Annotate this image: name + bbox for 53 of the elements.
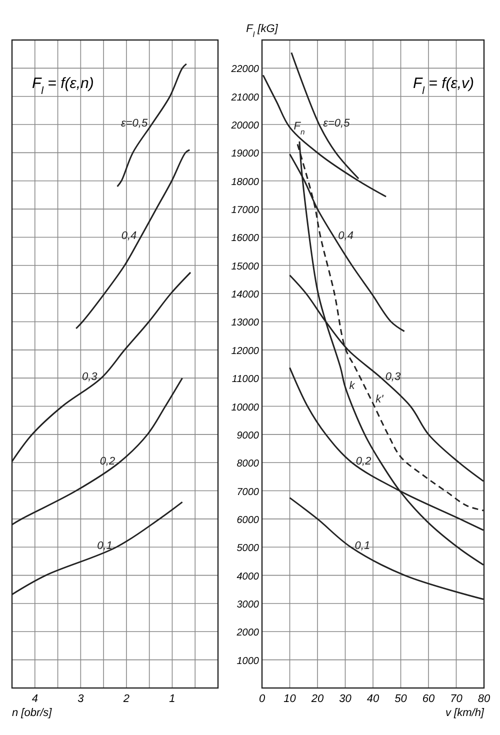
x-tick-label: 1 [169,693,176,705]
y-tick-label: 3000 [236,599,260,610]
y-tick-label: 2000 [236,628,260,639]
x-tick-label: 40 [366,693,380,705]
x-tick-label: 2 [122,693,130,705]
series-label: 0,4 [121,230,137,242]
y-tick-label: 14000 [231,290,260,301]
series-label: 0,1 [354,540,370,552]
x-tick-label: 50 [394,693,408,705]
y-tick-label: 4000 [236,571,260,582]
y-tick-label: 22000 [230,64,260,76]
series-label: 0,3 [82,371,98,384]
series-label: 0,2 [356,456,372,468]
x-tick-label: 10 [284,693,297,705]
series-label: ε=0,5 [121,118,148,130]
y-tick-label: 10000 [231,402,260,414]
x-axis-title: v [km/h] [445,707,485,719]
series-label: 0,4 [338,230,354,242]
series-label: ε=0,5 [323,118,351,130]
x-tick-label: 30 [339,693,352,705]
series-label: 0,2 [100,456,116,468]
series-label: k' [376,394,384,406]
y-tick-label: 16000 [231,233,260,244]
series-label: F$_{n}$ [294,120,305,136]
series-label: 0,3 [385,371,402,384]
series-label: 0,1 [97,540,112,552]
y-axis-title: F$_{l}$ [kG] [246,23,279,38]
x-axis-title: n [obr/s] [12,707,53,719]
y-tick-label: 15000 [231,261,260,272]
x-tick-label: 80 [478,693,491,705]
x-tick-label: 70 [450,693,464,705]
x-tick-label: 4 [32,693,38,705]
series-label: k [349,380,356,392]
y-tick-label: 8000 [236,458,260,470]
y-tick-label: 5000 [236,543,260,554]
y-tick-label: 17000 [231,205,260,216]
y-tick-label: 13000 [231,318,260,329]
x-tick-label: 20 [310,693,324,705]
y-tick-label: 20000 [230,120,260,132]
y-tick-label: 19000 [231,148,260,160]
y-tick-label: 18000 [231,176,260,188]
y-tick-label: 12000 [231,346,260,357]
y-tick-label: 6000 [236,514,260,526]
x-tick-label: 0 [258,693,266,705]
y-tick-label: 1000 [236,656,260,667]
text: F$_{l}$ = f(ε,n) [32,75,94,97]
text: F$_{l}$ = f(ε,v) [412,75,474,97]
x-tick-label: 60 [422,693,436,705]
x-tick-label: 3 [78,693,85,705]
y-tick-label: 11000 [232,374,260,386]
y-tick-label: 9000 [236,430,260,442]
y-tick-label: 21000 [230,92,260,104]
y-tick-label: 7000 [236,486,260,498]
